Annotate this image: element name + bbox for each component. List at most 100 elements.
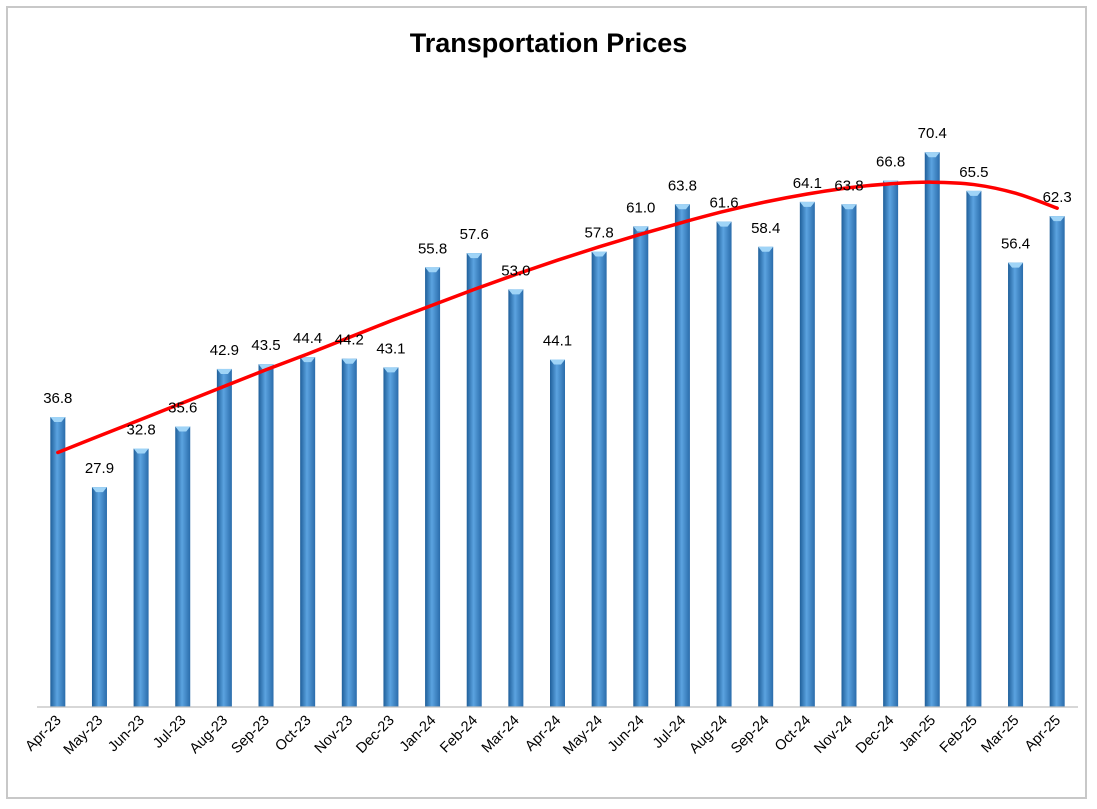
bar-apr-24: [550, 359, 565, 707]
bar-jan-24: [425, 267, 441, 707]
data-label: 42.9: [210, 342, 239, 359]
bar-sep-24: [758, 246, 774, 708]
x-tick-label: Jul-24: [650, 713, 689, 752]
x-tick-label: Jun-24: [605, 713, 648, 756]
bar-mar-25: [1008, 262, 1024, 707]
bar-cap: [216, 368, 232, 374]
data-label: 65.5: [959, 164, 988, 181]
bar-body: [258, 364, 274, 707]
bar-jul-23: [175, 426, 191, 707]
bar-body: [175, 426, 191, 707]
data-label: 44.4: [293, 330, 322, 347]
bar-nov-24: [841, 204, 857, 708]
bar-cap: [341, 358, 357, 364]
x-tick-label: Apr-25: [1022, 713, 1064, 755]
bar-mar-24: [508, 289, 524, 707]
bar-body: [216, 368, 232, 707]
data-label: 53.0: [501, 262, 530, 279]
bar-cap: [383, 367, 399, 373]
x-tick-label: Jan-24: [397, 713, 440, 756]
bar-jul-24: [674, 204, 690, 708]
data-label: 57.6: [460, 226, 489, 243]
bar-body: [425, 267, 441, 707]
bar-may-24: [591, 251, 607, 707]
bar-cap: [50, 417, 66, 423]
bar-cap: [716, 221, 732, 227]
bar-body: [758, 246, 774, 708]
bar-body: [633, 226, 649, 707]
data-label: 43.1: [376, 340, 405, 357]
bar-body: [466, 253, 482, 707]
data-label: 32.8: [126, 422, 155, 439]
bar-dec-24: [883, 180, 899, 708]
data-label: 27.9: [85, 460, 114, 477]
data-label: 58.4: [751, 220, 780, 237]
x-tick-label: Oct-24: [772, 713, 814, 755]
bar-cap: [550, 359, 565, 365]
x-tick-label: Nov-23: [312, 713, 356, 757]
bar-cap: [924, 152, 940, 158]
x-tick-label: Jan-25: [896, 713, 939, 756]
bar-cap: [91, 487, 107, 493]
data-label: 36.8: [43, 390, 72, 407]
bar-apr-25: [1049, 216, 1065, 708]
data-label: 63.8: [834, 177, 863, 194]
bar-cap: [758, 246, 774, 252]
bar-body: [924, 152, 940, 708]
bar-oct-24: [799, 201, 815, 707]
x-tick-label: Oct-23: [272, 713, 314, 755]
data-label: 61.6: [709, 195, 738, 212]
bar-cap: [508, 289, 524, 295]
bar-oct-23: [300, 357, 316, 707]
bar-body: [841, 204, 857, 708]
bar-body: [300, 357, 316, 707]
bar-body: [1008, 262, 1024, 707]
x-tick-label: Feb-24: [437, 713, 481, 757]
bar-cap: [466, 253, 482, 259]
bar-feb-24: [466, 253, 482, 707]
bar-body: [716, 221, 732, 708]
x-tick-label: Jul-23: [150, 713, 189, 752]
bar-cap: [175, 426, 191, 432]
x-tick-label: Mar-24: [479, 713, 523, 757]
bar-body: [799, 201, 815, 707]
data-label: 61.0: [626, 199, 655, 216]
bar-body: [133, 448, 149, 707]
chart-title: Transportation Prices: [409, 28, 688, 58]
x-tick-label: May-24: [560, 713, 606, 759]
bar-cap: [591, 251, 607, 257]
trendline: [56, 180, 1059, 455]
bar-cap: [300, 357, 316, 363]
data-label: 44.1: [543, 332, 572, 349]
bar-cap: [133, 448, 149, 454]
bar-body: [341, 358, 357, 707]
x-tick-label: Dec-24: [853, 713, 897, 757]
bar-cap: [1049, 216, 1065, 222]
bar-cap: [1008, 262, 1024, 268]
x-tick-label: Apr-23: [23, 713, 65, 755]
x-tick-label: Aug-23: [187, 713, 231, 757]
x-tick-label: May-23: [61, 713, 107, 759]
data-labels-layer: 36.8 27.9 32.8 35.6 42.9 43.5 44.4 44.2 43.1 55.8…: [43, 125, 1072, 477]
bar-sep-23: [258, 364, 274, 707]
bar-apr-23: [50, 417, 66, 707]
data-label: 64.1: [793, 175, 822, 192]
bar-cap: [966, 190, 982, 196]
bar-cap: [674, 204, 690, 210]
x-tick-label: Jun-23: [105, 713, 148, 756]
data-label: 63.8: [668, 177, 697, 194]
bar-feb-25: [966, 190, 982, 708]
bar-body: [591, 251, 607, 707]
x-tick-label: Nov-24: [811, 713, 855, 757]
bar-aug-23: [216, 368, 232, 707]
bar-jun-24: [633, 226, 649, 707]
bar-cap: [425, 267, 441, 273]
bar-body: [91, 487, 107, 707]
bar-body: [508, 289, 524, 707]
data-label: 57.8: [585, 225, 614, 242]
bar-nov-23: [341, 358, 357, 707]
bar-aug-24: [716, 221, 732, 708]
data-label: 66.8: [876, 154, 905, 171]
